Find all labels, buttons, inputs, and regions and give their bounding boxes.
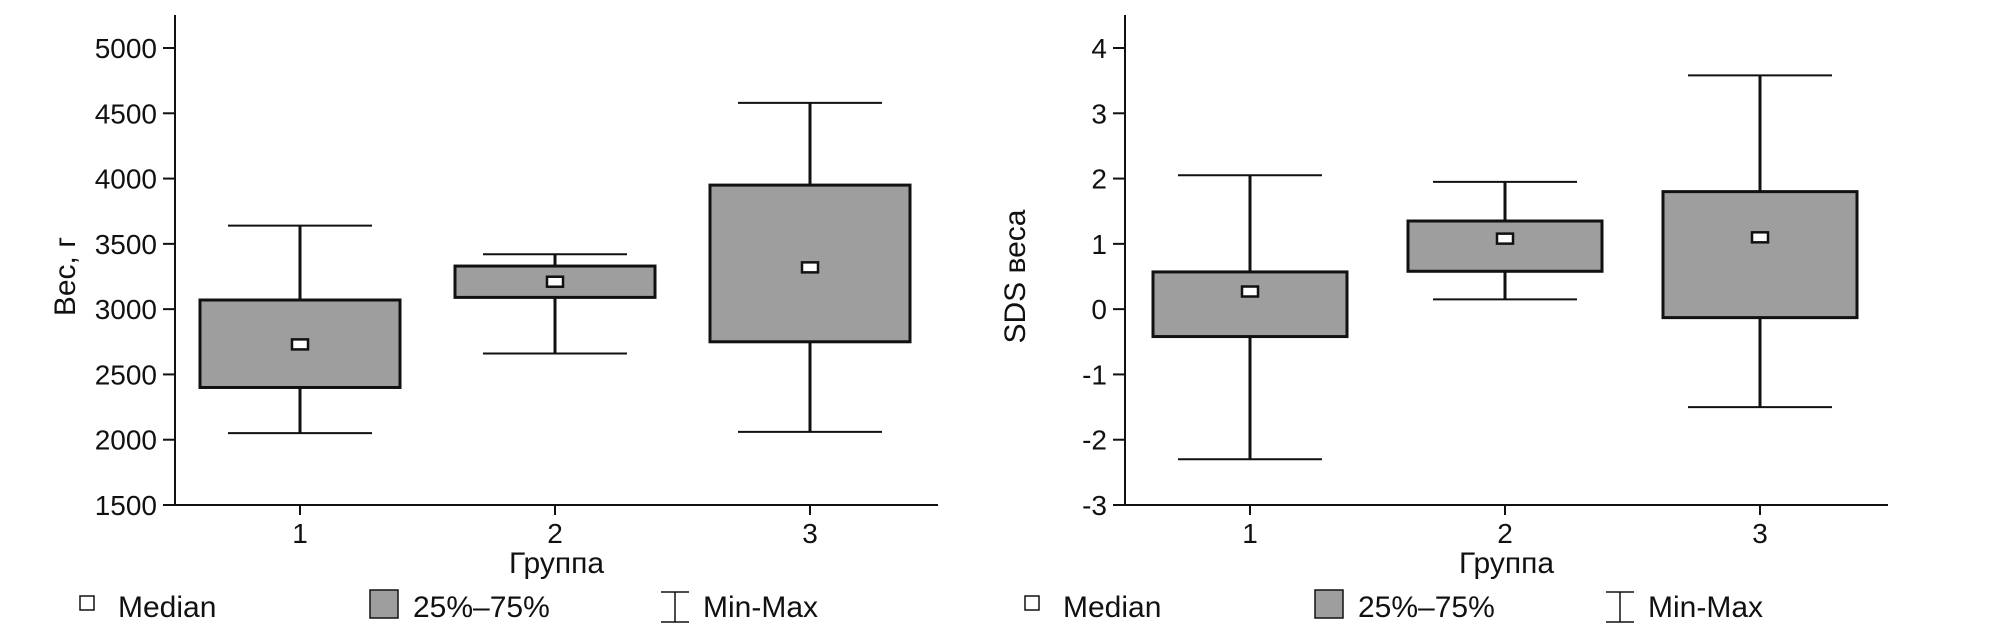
legend-box-swatch <box>1314 589 1344 619</box>
legend-box-label: 25%–75% <box>413 591 550 624</box>
y-tick-label: 1 <box>1091 229 1107 260</box>
y-tick-label: 0 <box>1091 294 1107 325</box>
legend-box-label: 25%–75% <box>1358 591 1495 624</box>
x-axis-title: Группа <box>509 547 604 580</box>
y-tick-label: 2500 <box>95 359 157 390</box>
legend-median-swatch <box>1024 595 1040 611</box>
median-marker <box>290 338 310 351</box>
y-tick-label: 2000 <box>95 425 157 456</box>
y-tick-label: 3000 <box>95 294 157 325</box>
legend: Median 25%–75% Min-Max <box>1024 589 1763 624</box>
y-tick-label: 5000 <box>95 33 157 64</box>
y-axis-title: SDS веса <box>999 209 1032 343</box>
y-tick-label: 1500 <box>95 490 157 521</box>
y-tick-label: 4500 <box>95 98 157 129</box>
legend-whisker-label: Min-Max <box>1648 591 1763 624</box>
y-tick-label: 4 <box>1091 33 1107 64</box>
legend-median-swatch <box>79 595 95 611</box>
iqr-box <box>1661 190 1859 320</box>
iqr-box <box>1406 219 1604 273</box>
legend-median-label: Median <box>118 591 216 624</box>
legend-median-label: Median <box>1063 591 1161 624</box>
median-marker <box>1240 285 1260 298</box>
x-axis-title: Группа <box>1459 547 1554 580</box>
x-tick-label: 3 <box>802 518 818 549</box>
legend-whisker-label: Min-Max <box>703 591 818 624</box>
x-tick-label: 2 <box>1497 518 1513 549</box>
median-marker <box>545 275 565 288</box>
y-tick-label: 4000 <box>95 164 157 195</box>
median-marker <box>1750 231 1770 244</box>
x-tick-label: 2 <box>547 518 563 549</box>
median-marker <box>1495 232 1515 245</box>
x-tick-label: 3 <box>1752 518 1768 549</box>
chart-panel-1: 1500 2000 2500 3000 3500 4000 4500 5000 1 2 3 Групп… <box>49 15 938 624</box>
x-tick-label: 1 <box>1242 518 1258 549</box>
y-tick-label: -2 <box>1082 425 1107 456</box>
legend: Median 25%–75% Min-Max <box>79 589 818 624</box>
legend-box-swatch <box>369 589 399 619</box>
chart-panel-2: -3 -2 -1 0 1 2 3 4 1 2 3 Группа SDS веса Median 25%–75… <box>999 15 1888 624</box>
iqr-box <box>1151 270 1349 339</box>
y-tick-label: -1 <box>1082 359 1107 390</box>
y-tick-label: 3 <box>1091 98 1107 129</box>
y-tick-label: -3 <box>1082 490 1107 521</box>
x-tick-label: 1 <box>292 518 308 549</box>
y-tick-label: 2 <box>1091 164 1107 195</box>
median-marker <box>800 261 820 274</box>
y-tick-label: 3500 <box>95 229 157 260</box>
y-axis-title: Вес, г <box>49 237 82 316</box>
